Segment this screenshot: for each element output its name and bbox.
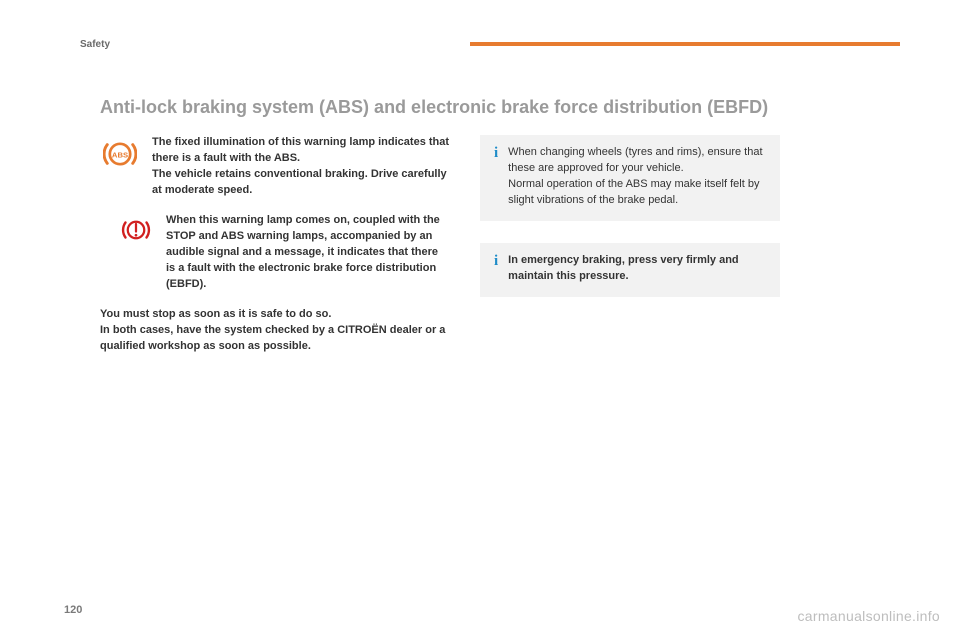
warning-text-abs: The fixed illumination of this warning l… xyxy=(152,135,450,199)
right-column: i When changing wheels (tyres and rims),… xyxy=(480,135,780,354)
watermark: carmanualsonline.info xyxy=(798,608,941,624)
info-icon: i xyxy=(494,145,498,209)
abs-warning-icon: ABS xyxy=(100,135,140,199)
warning-block-abs: ABS The fixed illumination of this warni… xyxy=(100,135,450,199)
page-content: Anti-lock braking system (ABS) and elect… xyxy=(80,52,900,355)
section-title: Anti-lock braking system (ABS) and elect… xyxy=(100,96,900,119)
info-icon: i xyxy=(494,253,498,285)
svg-text:ABS: ABS xyxy=(112,151,128,160)
two-column-layout: ABS The fixed illumination of this warni… xyxy=(100,135,900,354)
brake-warning-icon xyxy=(118,213,154,293)
section-label: Safety xyxy=(80,39,110,50)
info-text-wheels: When changing wheels (tyres and rims), e… xyxy=(508,145,766,209)
followup-text: You must stop as soon as it is safe to d… xyxy=(100,307,450,355)
page-header: Safety xyxy=(80,36,900,52)
manual-page: Safety Anti-lock braking system (ABS) an… xyxy=(0,0,960,640)
left-column: ABS The fixed illumination of this warni… xyxy=(100,135,450,354)
header-accent-bar xyxy=(470,42,900,46)
warning-text-ebfd: When this warning lamp comes on, coupled… xyxy=(166,213,450,293)
info-box-wheels: i When changing wheels (tyres and rims),… xyxy=(480,135,780,221)
warning-block-ebfd: When this warning lamp comes on, coupled… xyxy=(100,213,450,293)
page-number: 120 xyxy=(64,604,82,616)
info-text-emergency: In emergency braking, press very firmly … xyxy=(508,253,766,285)
info-box-emergency: i In emergency braking, press very firml… xyxy=(480,243,780,297)
